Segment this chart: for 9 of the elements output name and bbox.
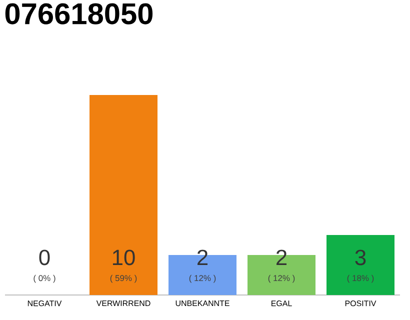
- annotation: ( 12% ): [189, 274, 216, 283]
- data-label: 10: [112, 250, 135, 266]
- annotation: ( 18% ): [347, 274, 374, 283]
- data-label: 3: [355, 250, 366, 266]
- annotation: ( 59% ): [110, 274, 137, 283]
- data-label: 0: [39, 250, 50, 266]
- chart-title: 076618050: [5, 3, 153, 24]
- annotation: ( 0% ): [34, 274, 56, 283]
- annotation: ( 12% ): [268, 274, 295, 283]
